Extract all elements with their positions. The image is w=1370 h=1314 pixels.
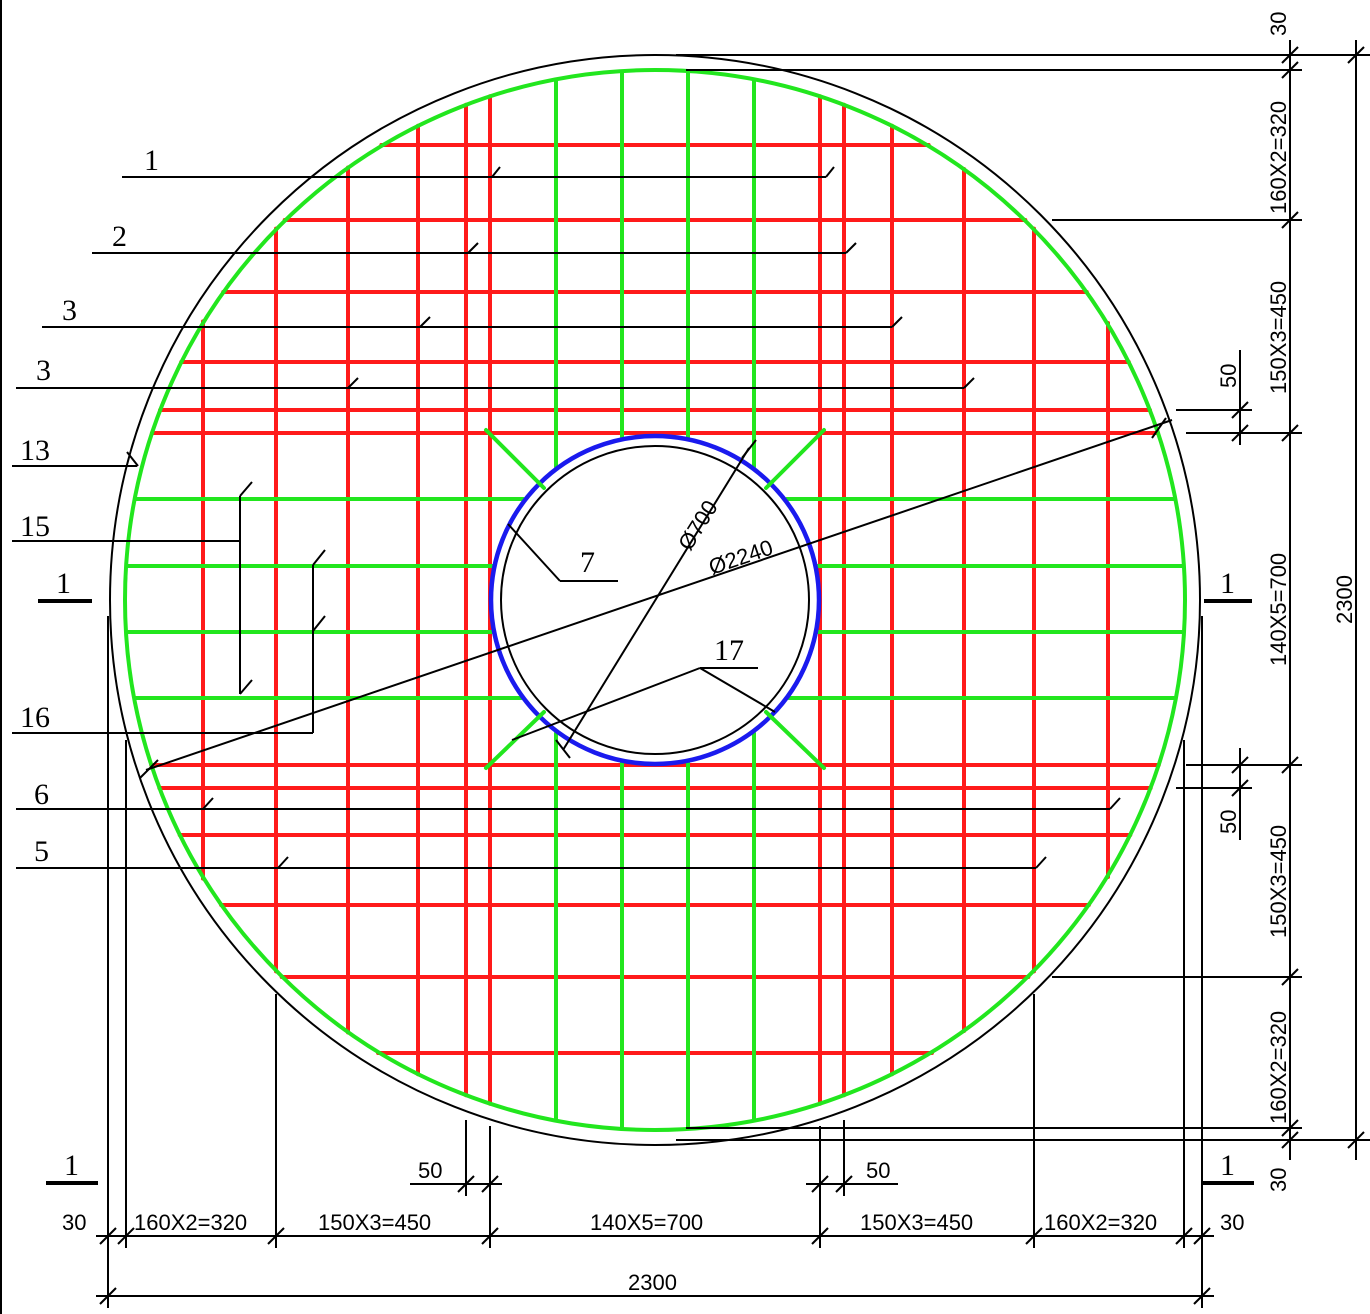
- section-mark-left-bottom: 1: [64, 1149, 79, 1182]
- dim-bottom-30-left: 30: [62, 1210, 86, 1235]
- dim-bottom-gap-left: 50: [418, 1158, 442, 1183]
- dim-bottom-450-left: 150X3=450: [318, 1210, 431, 1235]
- green-ring-bar: [123, 68, 1187, 1132]
- outer-outline-circle: [109, 54, 1201, 1146]
- dim-right-450-bottom: 150X3=450: [1266, 825, 1291, 938]
- dim-right-gap-top: 50: [1216, 364, 1241, 388]
- dim-bottom-320-right: 160X2=320: [1044, 1210, 1157, 1235]
- dia-700-tick: [555, 739, 571, 759]
- section-marks: [38, 599, 1254, 1185]
- red-rebar-group: [149, 94, 1161, 1106]
- dia-2240-tick: [1151, 417, 1167, 439]
- callout-17: 17: [714, 634, 744, 667]
- dia-700-tick: [741, 439, 757, 459]
- dia-2240-line: [145, 419, 1173, 771]
- dia-700-line: [562, 447, 750, 751]
- callout-5: 5: [34, 835, 49, 868]
- callout-1: 1: [144, 144, 159, 177]
- bottom-dimensions: [96, 616, 1214, 1308]
- dim-right-320-bottom: 160X2=320: [1266, 1011, 1291, 1124]
- section-mark-right-bottom: 1: [1220, 1149, 1235, 1182]
- opening-circle: [500, 445, 810, 755]
- dim-right-total: 2300: [1332, 575, 1357, 624]
- diagonal-bars: [484, 428, 826, 770]
- callout-13: 13: [20, 434, 50, 467]
- dim-right-30-bottom: 30: [1266, 1168, 1291, 1192]
- blue-ring-bar: [488, 433, 822, 767]
- green-rebar-group: [125, 70, 1185, 1130]
- callout-2: 2: [112, 220, 127, 253]
- callout-leaders: [12, 166, 1121, 869]
- callout-7: 7: [580, 546, 595, 579]
- callout-3b: 3: [36, 354, 51, 387]
- callout-15: 15: [20, 510, 50, 543]
- callout-3a: 3: [62, 294, 77, 327]
- dia-2240-tick: [139, 759, 159, 779]
- right-dimensions: [676, 40, 1370, 1160]
- callout-16: 16: [20, 701, 50, 734]
- dim-right-30-top: 30: [1266, 12, 1291, 36]
- section-mark-right: 1: [1220, 567, 1235, 600]
- dim-bottom-450-right: 150X3=450: [860, 1210, 973, 1235]
- dim-bottom-320-left: 160X2=320: [134, 1210, 247, 1235]
- callout-6: 6: [34, 778, 49, 811]
- dim-right-450-top: 150X3=450: [1266, 281, 1291, 394]
- dim-bottom-gap-right: 50: [866, 1158, 890, 1183]
- dim-bottom-700: 140X5=700: [590, 1210, 703, 1235]
- dim-bottom-total: 2300: [628, 1270, 677, 1295]
- dim-right-700: 140X5=700: [1266, 553, 1291, 666]
- dim-right-gap-bottom: 50: [1216, 810, 1241, 834]
- section-mark-left: 1: [56, 567, 71, 600]
- dim-right-320-top: 160X2=320: [1266, 101, 1291, 214]
- dim-bottom-30-right: 30: [1220, 1210, 1244, 1235]
